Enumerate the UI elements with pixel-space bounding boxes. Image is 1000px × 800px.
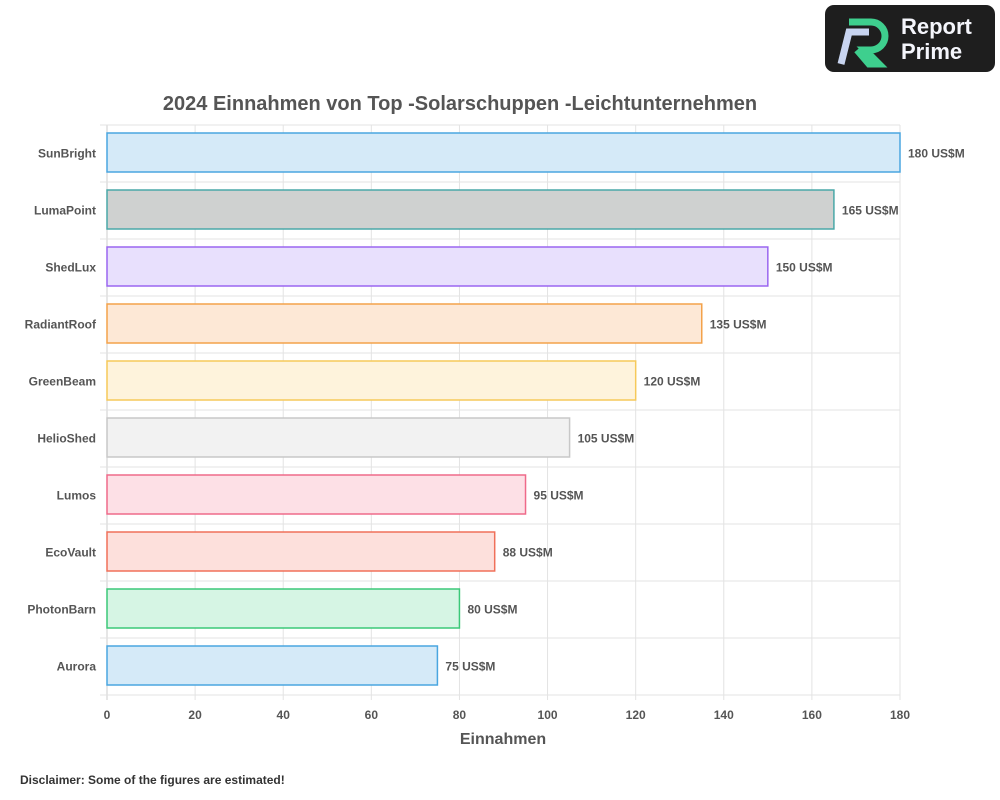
chart-title: 2024 Einnahmen von Top -Solarschuppen -L…: [163, 93, 757, 115]
data-label: 88 US$M: [503, 546, 553, 560]
x-tick-label: 140: [714, 708, 734, 722]
y-tick-label: Aurora: [57, 660, 97, 674]
data-label: 165 US$M: [842, 204, 899, 218]
y-tick-label: RadiantRoof: [25, 318, 97, 332]
disclaimer: Disclaimer: Some of the figures are esti…: [20, 773, 285, 787]
logo-text-prime: Prime: [901, 39, 963, 64]
y-tick-label: PhotonBarn: [27, 603, 96, 617]
x-tick-label: 0: [104, 708, 111, 722]
x-axis-label: Einnahmen: [460, 731, 546, 748]
x-tick-label: 100: [538, 708, 558, 722]
data-label: 95 US$M: [534, 489, 584, 503]
data-label: 75 US$M: [445, 660, 495, 674]
reportprime-logo: Report Prime: [825, 5, 995, 72]
y-tick-label: EcoVault: [45, 546, 96, 560]
x-tick-label: 120: [626, 708, 646, 722]
bar-aurora: [106, 645, 439, 686]
x-tick-label: 40: [277, 708, 291, 722]
data-label: 80 US$M: [467, 603, 517, 617]
y-tick-label: SunBright: [38, 147, 96, 161]
x-tick-label: 160: [802, 708, 822, 722]
data-label: 150 US$M: [776, 261, 833, 275]
data-label: 120 US$M: [644, 375, 701, 389]
x-tick-label: 80: [453, 708, 467, 722]
y-tick-label: GreenBeam: [29, 375, 96, 389]
bar-ecovault: [106, 531, 496, 572]
bar-lumapoint: [106, 189, 835, 230]
x-tick-label: 20: [188, 708, 202, 722]
data-label: 180 US$M: [908, 147, 965, 161]
bar-lumos: [106, 474, 527, 515]
bar-greenbeam: [106, 360, 637, 401]
data-label: 135 US$M: [710, 318, 767, 332]
y-tick-label: ShedLux: [45, 261, 96, 275]
logo-text-report: Report: [901, 14, 972, 39]
bar-radiantroof: [106, 303, 703, 344]
x-tick-label: 60: [365, 708, 379, 722]
bar-photonbarn: [106, 588, 461, 629]
bar-sunbright: [106, 132, 901, 173]
y-tick-label: LumaPoint: [34, 204, 96, 218]
logo-mark-icon: [837, 18, 889, 68]
y-tick-label: Lumos: [57, 489, 97, 503]
bar-helioshed: [106, 417, 571, 458]
bar-shedlux: [106, 246, 769, 287]
x-tick-label: 180: [890, 708, 910, 722]
y-tick-label: HelioShed: [37, 432, 96, 446]
data-label: 105 US$M: [578, 432, 635, 446]
